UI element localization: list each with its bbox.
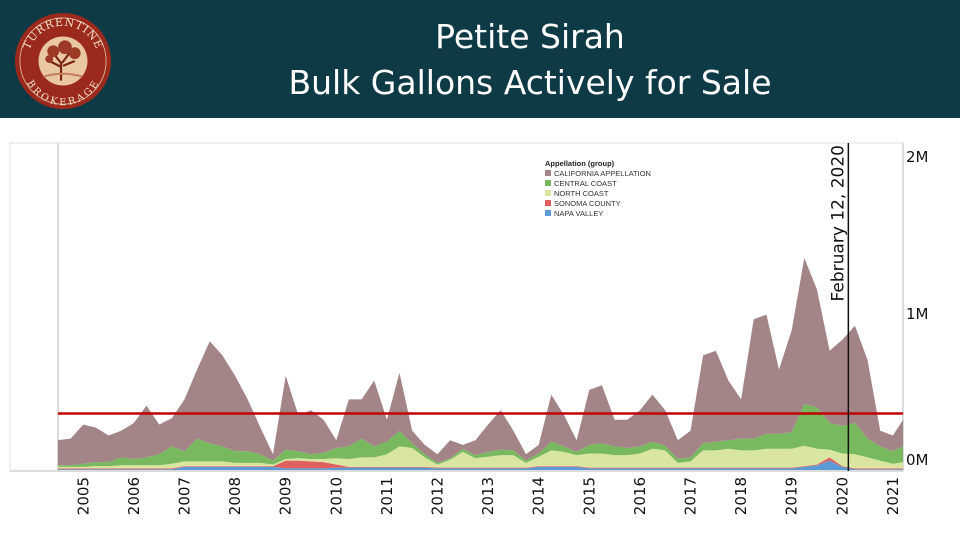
x-tick-label: 2006: [125, 477, 143, 515]
x-tick-label: 2010: [327, 477, 345, 515]
x-tick-label: 2008: [226, 477, 244, 515]
slide-header: TURRENTINE BROKERAGE Petite Sirah Bulk G…: [0, 0, 960, 118]
x-tick-label: 2015: [580, 477, 598, 515]
y-tick-label: 2M: [906, 148, 929, 166]
area-sonoma-county: [58, 457, 903, 470]
area-napa-valley: [58, 460, 903, 470]
area-california-appellation: [58, 258, 903, 466]
x-tick-label: 2011: [378, 477, 396, 515]
legend-title: Appellation (group): [545, 159, 615, 168]
title-line-subtitle: Bulk Gallons Actively for Sale: [288, 63, 772, 102]
area-north-coast: [58, 445, 903, 469]
x-tick-label: 2016: [631, 477, 649, 515]
legend-swatch: [545, 180, 551, 186]
legend-swatch: [545, 210, 551, 216]
x-tick-labels: 2005 2006 2007 2008 2009 2010 2011 2012 2013 2014…: [74, 477, 902, 515]
y-tick-label: 0M: [906, 451, 929, 469]
x-tick-label: 2018: [732, 477, 750, 515]
x-tick-label: 2012: [428, 477, 446, 515]
legend-item-label: NORTH COAST: [554, 189, 609, 198]
x-tick-label: 2009: [277, 477, 295, 515]
x-tick-label: 2005: [74, 477, 92, 515]
legend-item-label: NAPA VALLEY: [554, 209, 603, 218]
legend-item-label: CALIFORNIA APPELLATION: [554, 169, 651, 178]
x-tick-label: 2013: [479, 477, 497, 515]
legend-swatch: [545, 170, 551, 176]
annotation-label: February 12, 2020: [828, 145, 848, 301]
x-tick-label: 2014: [530, 477, 548, 515]
x-tick-label: 2007: [175, 477, 193, 515]
title-line-variety: Petite Sirah: [435, 17, 625, 56]
x-tick-label: 2019: [783, 477, 801, 515]
x-tick-label: 2017: [681, 477, 699, 515]
legend-item-label: CENTRAL COAST: [554, 179, 617, 188]
area-central-coast: [58, 404, 903, 467]
legend-swatch: [545, 190, 551, 196]
x-tick-label: 2021: [884, 477, 902, 515]
legend-swatch: [545, 200, 551, 206]
y-tick-label: 1M: [906, 305, 929, 323]
legend-item-label: SONOMA COUNTY: [554, 199, 621, 208]
area-series-group: [58, 258, 903, 470]
legend: Appellation (group) CALIFORNIA APPELLATI…: [545, 159, 651, 218]
turrentine-brokerage-logo: TURRENTINE BROKERAGE: [14, 12, 112, 110]
slide-title: Petite Sirah Bulk Gallons Actively for S…: [130, 14, 930, 106]
x-tick-label: 2020: [833, 477, 851, 515]
y-tick-labels: 2M 1M 0M: [906, 148, 929, 469]
